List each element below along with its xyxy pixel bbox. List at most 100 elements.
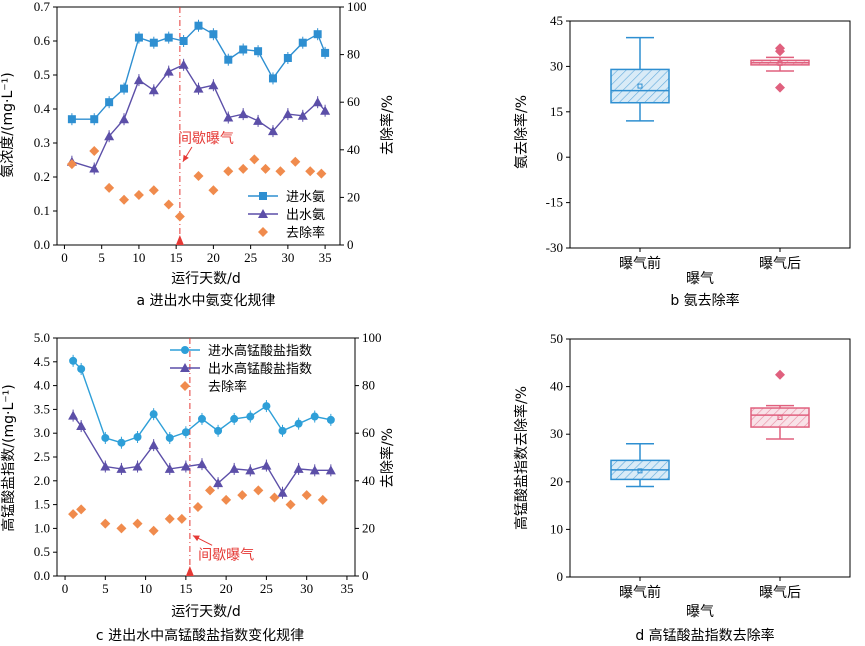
c-series-2-point — [76, 504, 87, 515]
c-y-tick-label: 1.5 — [34, 497, 50, 512]
a-series-1-point — [223, 112, 234, 122]
c-event-label: 间歇曝气 — [198, 547, 254, 563]
c-series-1-point — [76, 421, 87, 431]
c-series-2-point — [253, 485, 264, 496]
a-series-1-point — [267, 126, 278, 136]
c-series-0-point — [197, 414, 206, 423]
a-x-tick-label: 0 — [61, 250, 68, 265]
a-series-1-point — [253, 115, 264, 125]
b-x-tick-label: 曝气后 — [759, 256, 801, 272]
c-y-tick-label: 3.0 — [34, 425, 50, 440]
d-y-tick-label: 0 — [557, 569, 564, 584]
a-series-1-point — [89, 163, 100, 173]
a-series-1-point — [297, 110, 308, 120]
c-series-1-point — [229, 463, 240, 473]
d-x-axis-label: 曝气 — [686, 604, 714, 620]
a-series-1-point — [133, 75, 144, 85]
c-series-2-point — [205, 485, 216, 496]
a-x-tick-label: 15 — [170, 250, 183, 265]
b-box — [610, 68, 670, 104]
d-y-tick-label: 50 — [550, 331, 563, 346]
a-series-0-point — [67, 115, 76, 124]
a-series-1-point — [163, 66, 174, 76]
c-legend-marker — [180, 381, 190, 391]
c-series-1-point — [148, 440, 159, 450]
c-series-2-point — [192, 501, 203, 512]
a-series-0-point — [194, 21, 203, 30]
c-x-tick-label: 10 — [139, 581, 152, 596]
c-series-1-point — [116, 463, 127, 473]
a-event-marker — [175, 235, 184, 245]
a-series-0-point — [268, 74, 277, 83]
a-series-0-point — [209, 30, 218, 39]
c-y-tick-label: 0.5 — [34, 544, 50, 559]
a-legend-marker — [259, 192, 267, 200]
d-box — [750, 407, 810, 428]
b-mean-marker — [637, 83, 643, 89]
c-series-2-point — [317, 494, 328, 505]
c-y-tick-label: 2.0 — [34, 473, 50, 488]
a-series-2-point — [249, 154, 260, 165]
a-series-0-point — [134, 33, 143, 42]
a-series-0-point — [224, 55, 233, 64]
a-series-2-point — [148, 185, 159, 196]
c-caption: c 进出水中高锰酸盐指数变化规律 — [96, 627, 304, 644]
a-series-0-point — [283, 54, 292, 62]
c-legend-marker — [181, 346, 189, 354]
c-series-2-point — [148, 525, 159, 536]
c-series-2-point — [116, 523, 127, 534]
c-y-tick-label: 1.0 — [34, 520, 50, 535]
a-series-1-point — [104, 131, 115, 141]
c-series-2-point — [68, 509, 79, 520]
c-series-1-point — [213, 478, 224, 488]
c-legend-label: 去除率 — [208, 379, 247, 395]
a-legend-label: 进水氨 — [286, 190, 325, 205]
b-plot-frame — [569, 20, 851, 249]
b-x-axis-label: 曝气 — [686, 271, 714, 287]
a-series-1-point — [312, 97, 323, 107]
b-caption: b 氨去除率 — [670, 292, 739, 309]
a-series-0-point — [149, 38, 158, 47]
c-series-0-point — [214, 426, 223, 435]
a-series-0-point — [120, 84, 129, 93]
c-series-1-point — [196, 459, 207, 469]
c-series-0-point — [230, 414, 239, 423]
a-y2-tick-label: 60 — [347, 94, 360, 109]
b-outlier — [775, 43, 785, 54]
a-series-0-point — [179, 37, 188, 45]
c-series-1-point — [293, 463, 304, 473]
a-series-0-point — [164, 33, 173, 42]
d-y-tick-label: 40 — [550, 379, 563, 394]
panel-a-chart: 运行天数/d 氨浓度/(mg·L⁻¹) 去除率/% a 进出水中氨变化规律 0 5… — [0, 0, 396, 309]
c-y2-axis-label: 去除率/% — [379, 428, 396, 488]
c-series-0-point — [69, 356, 78, 365]
c-series-0-point — [77, 364, 86, 373]
a-y-tick-label: 0.5 — [34, 67, 50, 82]
a-x-tick-label: 35 — [319, 250, 332, 265]
a-x-tick-label: 20 — [207, 250, 220, 265]
c-series-1-point — [325, 465, 336, 475]
c-series-0-point — [262, 402, 271, 411]
c-series-1-point — [132, 461, 143, 471]
d-mean-marker — [637, 468, 643, 474]
c-series-1-point — [68, 410, 79, 420]
c-y-axis-label: 高锰酸盐指数/(mg·L⁻¹) — [0, 384, 17, 531]
panel-c-chart: 运行天数/d 高锰酸盐指数/(mg·L⁻¹) 去除率/% c 进出水中高锰酸盐指… — [0, 330, 396, 644]
a-series-0-point — [105, 98, 114, 107]
b-x-tick-label: 曝气前 — [619, 255, 661, 272]
c-series-2-point — [285, 499, 296, 510]
a-y2-axis-label: 去除率/% — [379, 95, 396, 155]
a-series-0-point — [254, 47, 263, 56]
c-series-2-point — [176, 513, 187, 524]
a-series-2-point — [208, 185, 219, 196]
a-series-2-point — [104, 182, 115, 193]
c-x-tick-label: 5 — [102, 581, 109, 596]
a-y-axis-label: 氨浓度/(mg·L⁻¹) — [0, 72, 16, 177]
c-series-0-point — [149, 410, 158, 419]
c-y2-tick-label: 80 — [362, 378, 375, 393]
a-series-2-point — [290, 156, 301, 167]
c-series-1-point — [261, 460, 272, 470]
c-y-tick-label: 3.5 — [34, 401, 50, 416]
c-series-1-point — [245, 465, 256, 475]
